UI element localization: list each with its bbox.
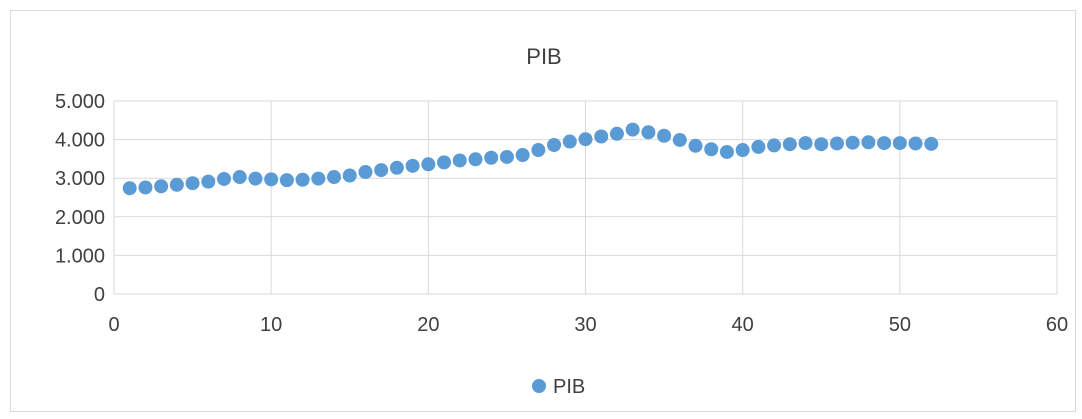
y-tick-label: 0 (94, 284, 105, 306)
data-point (405, 158, 420, 173)
y-tick-label: 4.000 (55, 130, 105, 152)
legend-marker (532, 379, 546, 393)
data-point (201, 174, 216, 189)
data-point (185, 176, 200, 191)
y-tick-label: 1.000 (55, 245, 105, 267)
data-point (657, 128, 672, 143)
x-tick-label: 40 (732, 314, 754, 336)
data-point (437, 155, 452, 170)
data-point (751, 139, 766, 154)
data-point (248, 171, 263, 186)
data-point (719, 144, 734, 159)
data-point (767, 138, 782, 153)
x-tick-label: 30 (574, 314, 596, 336)
x-tick-label: 50 (889, 314, 911, 336)
data-point (169, 177, 184, 192)
y-tick-label: 3.000 (55, 168, 105, 190)
legend-label: PIB (553, 376, 585, 398)
data-point (515, 148, 530, 163)
y-tick-label: 5.000 (55, 91, 105, 113)
data-point (845, 135, 860, 150)
data-point (311, 171, 326, 186)
legend: PIB (532, 376, 585, 398)
data-point (122, 181, 137, 196)
data-point (924, 136, 939, 151)
data-point (861, 135, 876, 150)
data-point (735, 143, 750, 158)
data-point (232, 170, 247, 185)
y-axis-tick-labels: 0 1.000 2.000 3.000 4.000 5.000 (55, 91, 105, 306)
data-point (358, 165, 373, 180)
y-tick-label: 2.000 (55, 207, 105, 229)
x-tick-label: 0 (108, 314, 119, 336)
data-point (547, 138, 562, 153)
x-tick-label: 20 (417, 314, 439, 336)
data-point (279, 173, 294, 188)
data-point (499, 149, 514, 164)
data-point (374, 163, 389, 178)
data-point (342, 168, 357, 183)
data-point (484, 150, 499, 165)
data-point (814, 137, 829, 152)
data-point (688, 138, 703, 153)
data-point (138, 180, 153, 195)
data-point (877, 136, 892, 151)
data-points (122, 122, 939, 196)
data-point (154, 179, 169, 194)
data-point (327, 170, 342, 185)
data-point (672, 132, 687, 147)
data-point (704, 142, 719, 157)
chart-area: PIB 0 1.000 2.000 3.000 4.000 5.000 0 10 20 30 40… (10, 10, 1076, 412)
x-tick-label: 60 (1046, 314, 1068, 336)
data-point (798, 136, 813, 151)
chart-title: PIB (526, 44, 561, 69)
data-point (829, 136, 844, 151)
x-axis-tick-labels: 0 10 20 30 40 50 60 (108, 314, 1068, 336)
data-point (594, 129, 609, 144)
x-tick-label: 10 (260, 314, 282, 336)
data-point (892, 136, 907, 151)
data-point (531, 143, 546, 158)
data-point (264, 172, 279, 187)
data-point (389, 160, 404, 175)
data-point (295, 172, 310, 187)
data-point (421, 157, 436, 172)
data-point (468, 152, 483, 167)
data-point (782, 137, 797, 152)
data-point (562, 134, 577, 149)
gridlines (113, 100, 1058, 295)
scatter-chart: PIB 0 1.000 2.000 3.000 4.000 5.000 0 10 20 30 40… (55, 44, 1068, 398)
data-point (217, 171, 232, 186)
data-point (578, 132, 593, 147)
data-point (609, 126, 624, 141)
data-point (625, 122, 640, 137)
data-point (641, 125, 656, 140)
data-point (908, 136, 923, 151)
data-point (452, 153, 467, 168)
